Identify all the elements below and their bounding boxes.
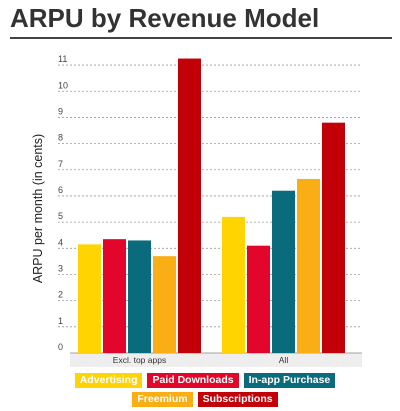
legend-item: Advertising xyxy=(74,373,143,388)
y-tick-label: 4 xyxy=(58,237,63,247)
bar xyxy=(178,58,201,353)
y-tick-label: 9 xyxy=(58,106,63,116)
bar xyxy=(322,122,345,354)
bar xyxy=(103,239,126,353)
bar xyxy=(78,244,101,353)
y-tick-label: 5 xyxy=(58,211,63,221)
bars xyxy=(78,58,345,354)
y-tick-label: 6 xyxy=(58,185,63,195)
chart-title: ARPU by Revenue Model xyxy=(10,3,320,33)
legend: Advertising Paid Downloads In-app Purchase… xyxy=(60,373,350,407)
bar xyxy=(222,216,245,353)
bar xyxy=(153,256,176,353)
x-category-label: All xyxy=(279,355,289,365)
bar xyxy=(297,178,320,353)
y-tick-label: 3 xyxy=(58,263,63,273)
legend-item: In-app Purchase xyxy=(243,373,336,388)
y-tick-label: 7 xyxy=(58,159,63,169)
bar xyxy=(272,190,295,353)
bar xyxy=(128,240,151,353)
y-tick-label: 0 xyxy=(58,342,63,352)
y-tick-label: 2 xyxy=(58,290,63,300)
y-tick-label: 10 xyxy=(58,80,68,90)
category-axis-band xyxy=(70,353,362,367)
legend-item: Paid Downloads xyxy=(147,373,239,388)
axis-labels: 0 1 2 3 4 5 6 7 8 9 10 11 ARPU per month (in cents) E… xyxy=(31,54,288,365)
legend-item: Subscriptions xyxy=(197,392,278,407)
bar xyxy=(247,245,270,353)
y-tick-label: 1 xyxy=(58,316,63,326)
legend-item: Freemium xyxy=(132,392,193,407)
x-category-label: Excl. top apps xyxy=(113,355,166,365)
y-tick-label: 8 xyxy=(58,133,63,143)
title-divider xyxy=(10,37,392,39)
y-tick-label: 11 xyxy=(58,54,67,64)
y-axis-title: ARPU per month (in cents) xyxy=(31,134,45,283)
